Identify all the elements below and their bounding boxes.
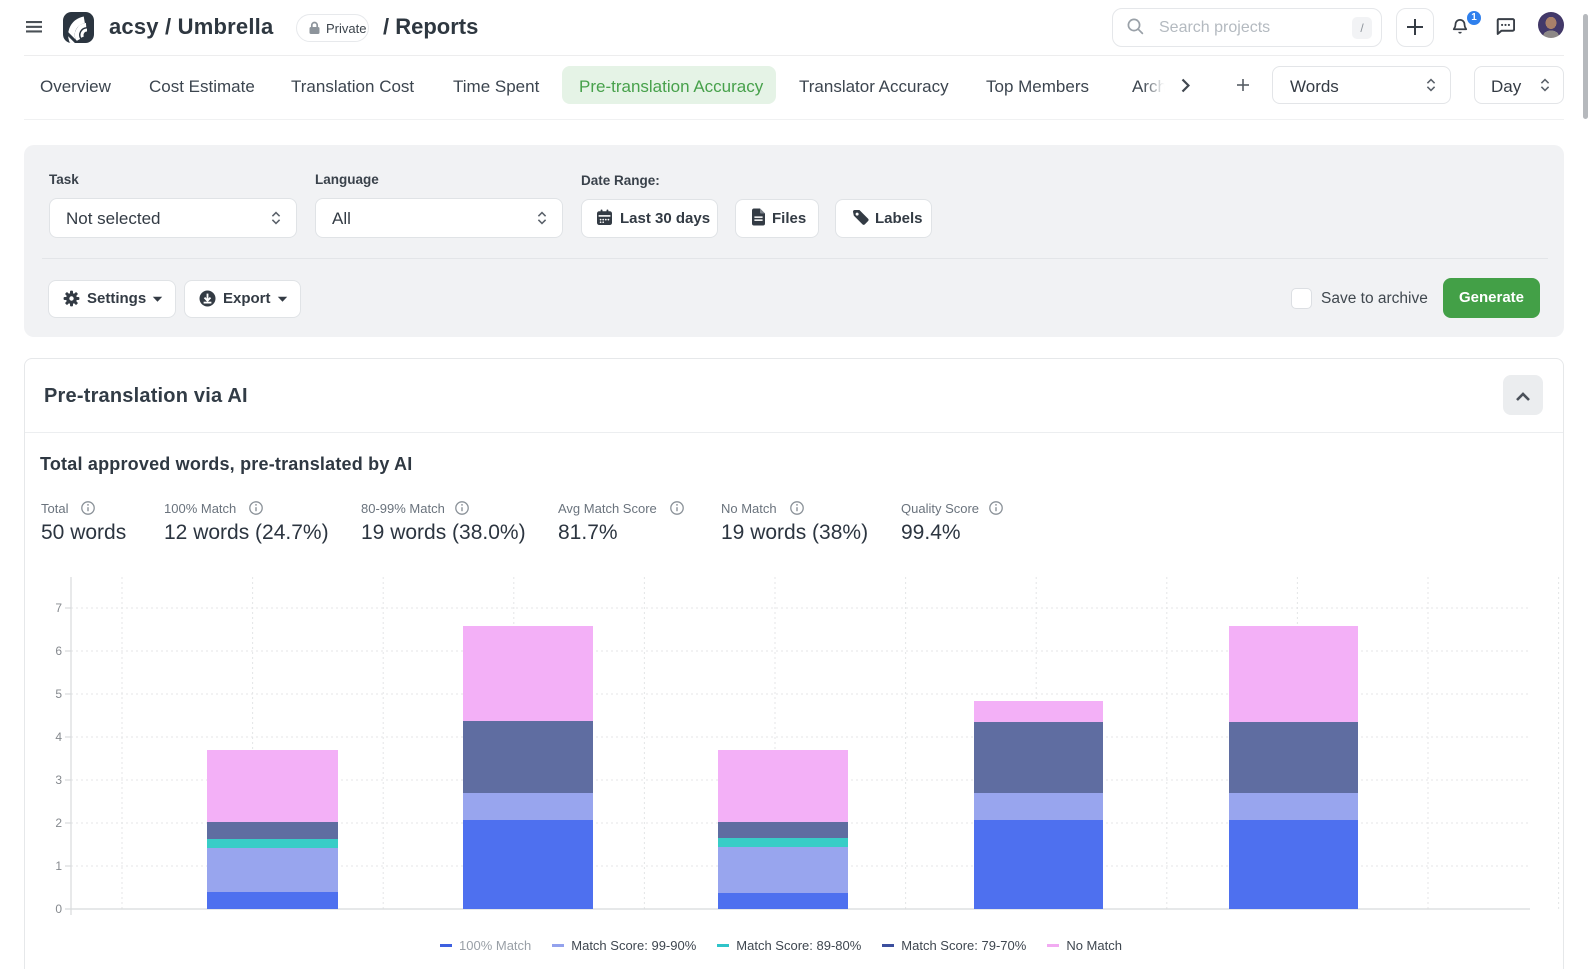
svg-text:5: 5	[55, 687, 62, 701]
svg-text:4: 4	[55, 730, 62, 744]
svg-text:7: 7	[55, 601, 62, 615]
svg-text:1: 1	[55, 859, 62, 873]
svg-text:0: 0	[55, 902, 62, 916]
svg-text:3: 3	[55, 773, 62, 787]
svg-text:6: 6	[55, 644, 62, 658]
svg-text:2: 2	[55, 816, 62, 830]
